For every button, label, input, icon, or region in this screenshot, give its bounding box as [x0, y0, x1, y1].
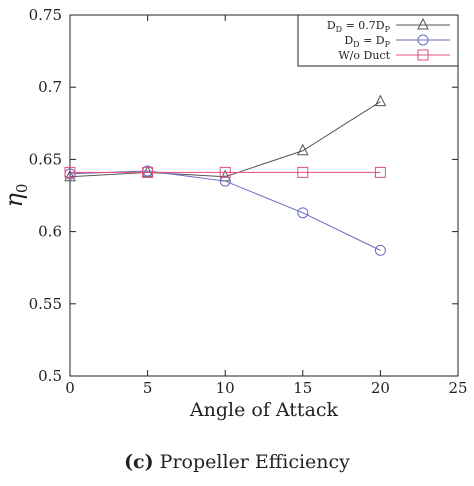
- legend-label-0: DD = 0.7DP: [327, 19, 391, 34]
- legend-label-0-mid: = 0.7D: [342, 19, 385, 32]
- y-axis-label: η0: [0, 184, 31, 208]
- series-1-line: [69, 170, 381, 251]
- series-0-point-3: [296, 143, 309, 156]
- figure-caption: (c) Propeller Efficiency: [0, 451, 474, 473]
- y-tick-label-0: 0.5: [38, 367, 62, 385]
- series-1-point-2: [219, 175, 231, 187]
- series-2-point-0: [64, 166, 76, 178]
- x-tick-label-0: 0: [65, 379, 75, 397]
- y-tick-label-3: 0.65: [29, 150, 62, 168]
- y-axis-label-main: η: [0, 192, 28, 207]
- legend-label-1-main: D: [344, 34, 353, 47]
- chart: 0 5 10 15 20 25 0.5 0.55 0.6 0.65 0.7 0.75 Angle of …: [0, 6, 468, 421]
- legend-label-2: W/o Duct: [338, 49, 390, 62]
- caption-text: Propeller Efficiency: [153, 451, 350, 473]
- series-2-point-2: [219, 166, 231, 178]
- legend-label-1-sub1: D: [353, 40, 359, 49]
- legend-label-1-mid: = D: [360, 34, 385, 47]
- series-0-point-0: [64, 169, 76, 182]
- legend-label-0-sub1: D: [336, 25, 342, 34]
- y-tick-label-1: 0.55: [29, 295, 62, 313]
- legend-label-0-main: D: [327, 19, 336, 32]
- x-axis-label: Angle of Attack: [189, 399, 339, 421]
- plot-frame: [69, 14, 459, 377]
- caption-prefix: (c): [124, 451, 154, 473]
- y-axis-label-sub: 0: [13, 184, 31, 194]
- x-tick-label-2: 10: [216, 379, 235, 397]
- y-tick-label-5: 0.75: [29, 6, 62, 24]
- legend-label-2-main: W/o Duct: [338, 49, 390, 62]
- series-2-point-1: [142, 166, 154, 178]
- series-2-point-4: [374, 166, 386, 178]
- series-1-point-4: [374, 244, 386, 256]
- series-0-point-4: [374, 94, 387, 107]
- legend-label-1-sub2: P: [385, 40, 391, 49]
- x-tick-label-3: 15: [293, 379, 312, 397]
- y-tick-label-2: 0.6: [38, 223, 62, 241]
- legend-marker-1: [417, 34, 429, 46]
- series-1-point-3: [297, 207, 309, 219]
- x-tick-label-1: 5: [143, 379, 153, 397]
- legend-marker-0: [417, 17, 429, 30]
- series-2-point-3: [297, 166, 309, 178]
- series-0-line: [69, 101, 381, 178]
- x-tick-label-5: 25: [448, 379, 467, 397]
- x-tick-label-4: 20: [371, 379, 390, 397]
- legend-label-0-sub2: P: [385, 25, 391, 34]
- legend-marker-2: [417, 49, 429, 61]
- legend-label-1: DD = DP: [344, 34, 390, 49]
- y-tick-label-4: 0.7: [38, 78, 62, 96]
